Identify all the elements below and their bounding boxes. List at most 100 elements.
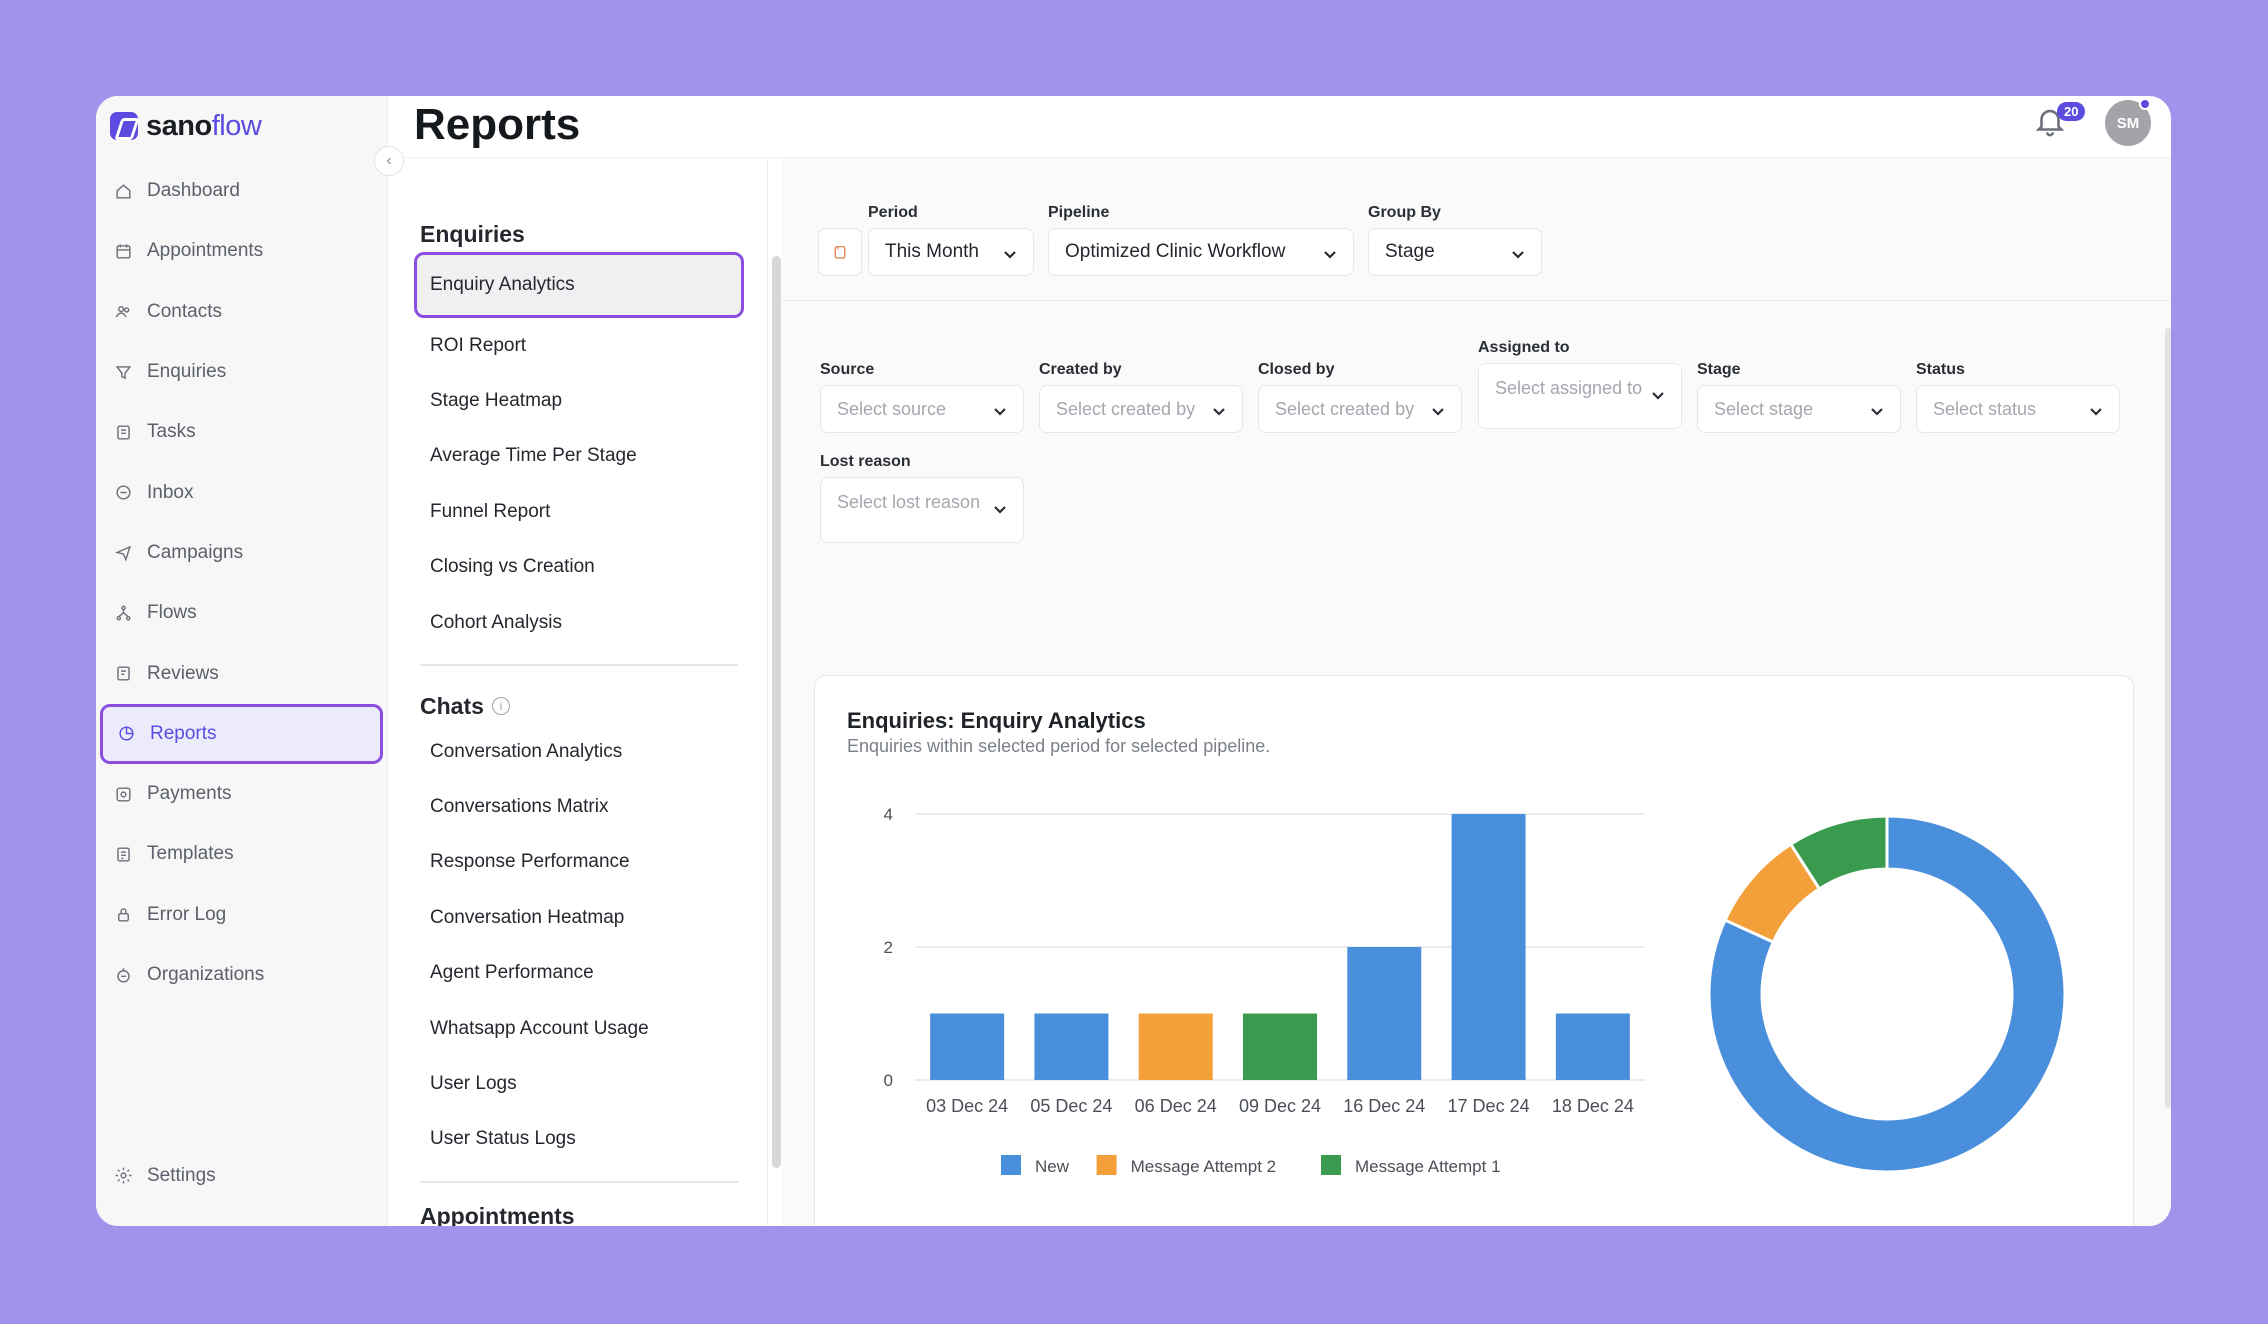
appointments-heading: Appointments	[420, 1202, 575, 1227]
avatar-status-dot	[2139, 98, 2151, 110]
notification-badge: 20	[2057, 102, 2086, 121]
x-tick-label: 18 Dec 24	[1552, 1096, 1634, 1116]
sidebar-item-label: Contacts	[147, 300, 222, 322]
sidebar-nav: Dashboard Appointments Contacts Enquiries Ta…	[96, 161, 387, 1005]
appointments-section: Appointments	[388, 1198, 767, 1227]
chevron-down-icon	[1323, 245, 1337, 259]
sidebar-item-label: Dashboard	[147, 180, 240, 202]
sidebar-item-campaigns[interactable]: Campaigns	[96, 523, 387, 583]
report-item-average-time-per-stage[interactable]: Average Time Per Stage	[430, 445, 637, 467]
created-by-label: Created by	[1039, 361, 1122, 378]
sidebar-item-flows[interactable]: Flows	[96, 583, 387, 643]
card-icon	[114, 785, 133, 804]
report-item-conversation-analytics[interactable]: Conversation Analytics	[430, 740, 623, 762]
main-scrollbar[interactable]	[2165, 328, 2171, 1108]
chevron-down-icon	[2089, 402, 2103, 416]
date-picker-button[interactable]	[818, 228, 862, 276]
sidebar-item-payments[interactable]: Payments	[96, 764, 387, 824]
report-item-agent-performance[interactable]: Agent Performance	[430, 962, 594, 984]
closed-by-label: Closed by	[1258, 361, 1335, 378]
report-item-response-performance[interactable]: Response Performance	[430, 851, 630, 873]
filter-icon	[114, 363, 133, 382]
calendar-icon	[834, 246, 846, 259]
info-icon[interactable]: i	[491, 697, 510, 715]
sidebar-item-label: Inbox	[147, 481, 194, 503]
report-toolbar: Period This Month Pipeline Optimized Cli…	[782, 158, 2171, 301]
status-label: Status	[1916, 361, 1965, 378]
x-tick-label: 16 Dec 24	[1343, 1096, 1425, 1116]
report-item-funnel-report[interactable]: Funnel Report	[430, 500, 551, 522]
logo[interactable]: sanoflow	[110, 106, 262, 146]
sidebar-item-appointments[interactable]: Appointments	[96, 221, 387, 281]
legend-label: Message Attempt 1	[1355, 1157, 1501, 1176]
sidebar-settings: Settings	[96, 1146, 387, 1206]
sidebar-item-label: Appointments	[147, 240, 264, 262]
collapse-sidebar-button[interactable]: ‹	[374, 146, 404, 176]
sidebar-item-settings[interactable]: Settings	[96, 1146, 387, 1206]
groupby-label: Group By	[1368, 204, 1441, 221]
report-item-conversations-matrix[interactable]: Conversations Matrix	[430, 796, 609, 818]
report-item-roi-report[interactable]: ROI Report	[430, 334, 527, 356]
review-icon	[114, 664, 133, 683]
source-select[interactable]: Select source	[820, 385, 1024, 433]
report-item-stage-heatmap[interactable]: Stage Heatmap	[430, 390, 563, 412]
closed-by-select[interactable]: Select created by	[1258, 385, 1462, 433]
logo-text: sanoflow	[146, 109, 262, 142]
sidebar-item-label: Enquiries	[147, 361, 227, 383]
status-select[interactable]: Select status	[1916, 385, 2120, 433]
report-menu: Enquiries Enquiry Analytics ROI Report Sta…	[388, 158, 768, 1226]
report-item-enquiry-analytics[interactable]: Enquiry Analytics	[414, 252, 744, 318]
notifications-button[interactable]: 20	[2033, 102, 2086, 144]
x-tick-label: 06 Dec 24	[1135, 1096, 1217, 1116]
sidebar-item-enquiries[interactable]: Enquiries	[96, 342, 387, 402]
assigned-to-select[interactable]: Select assigned to	[1478, 363, 1682, 429]
sidebar-item-label: Organizations	[147, 964, 265, 985]
flow-icon	[114, 604, 133, 623]
chats-section: Chats i Conversation Analytics Conversatio…	[388, 688, 767, 1183]
sidebar-item-reviews[interactable]: Reviews	[96, 643, 387, 703]
chart-title: Enquiries: Enquiry Analytics	[847, 708, 1146, 733]
bar	[1347, 947, 1422, 1080]
sidebar-item-templates[interactable]: Templates	[96, 824, 387, 884]
sidebar-item-tasks[interactable]: Tasks	[96, 402, 387, 462]
chats-list: Conversation Analytics Conversations Matr…	[388, 724, 767, 1167]
report-item-conversation-heatmap[interactable]: Conversation Heatmap	[430, 906, 625, 928]
filters-panel: Source Select source Created by Select c…	[782, 301, 2171, 575]
report-item-user-logs[interactable]: User Logs	[430, 1073, 517, 1095]
report-item-closing-vs-creation[interactable]: Closing vs Creation	[430, 556, 595, 578]
sidebar-item-contacts[interactable]: Contacts	[96, 282, 387, 342]
sidebar-item-dashboard[interactable]: Dashboard	[96, 161, 387, 221]
legend-swatch	[1321, 1155, 1341, 1175]
source-label: Source	[820, 361, 875, 378]
report-item-user-status-logs[interactable]: User Status Logs	[430, 1128, 576, 1150]
report-item-cohort-analysis[interactable]: Cohort Analysis	[430, 611, 563, 633]
chevron-down-icon	[1870, 402, 1884, 416]
chevron-down-icon	[993, 402, 1007, 416]
pipeline-select[interactable]: Optimized Clinic Workflow	[1048, 228, 1354, 276]
sidebar-item-inbox[interactable]: Inbox	[96, 462, 387, 522]
bar	[1451, 814, 1526, 1080]
stage-select[interactable]: Select stage	[1697, 385, 1901, 433]
gear-icon	[114, 1166, 133, 1185]
sidebar-item-label: Reviews	[147, 662, 219, 684]
report-item-whatsapp-account-usage[interactable]: Whatsapp Account Usage	[430, 1017, 649, 1039]
period-select[interactable]: This Month	[868, 228, 1034, 276]
building-icon	[114, 966, 133, 985]
lost-reason-select[interactable]: Select lost reason	[820, 477, 1024, 543]
template-icon	[114, 845, 133, 864]
sidebar-item-organizations[interactable]: Organizations	[96, 945, 387, 1005]
lost-reason-label: Lost reason	[820, 453, 911, 470]
sidebar-item-label: Payments	[147, 783, 232, 805]
created-by-select[interactable]: Select created by	[1039, 385, 1243, 433]
groupby-select[interactable]: Stage	[1368, 228, 1542, 276]
sidebar-item-error-log[interactable]: Error Log	[96, 885, 387, 945]
stage-label: Stage	[1697, 361, 1741, 378]
sidebar-item-label: Reports	[150, 722, 217, 744]
chevron-down-icon	[1651, 386, 1665, 400]
assigned-to-label: Assigned to	[1478, 339, 1570, 356]
sidebar-item-label: Flows	[147, 602, 197, 624]
sidebar-item-label: Settings	[147, 1164, 216, 1186]
enquiry-chart: 0 2 4 03 Dec 24 05 Dec 24 06 Dec 24 09 Dec 24 1…	[884, 805, 2067, 1176]
report-menu-scrollbar[interactable]	[772, 256, 781, 1168]
sidebar-item-reports[interactable]: Reports	[100, 703, 383, 764]
